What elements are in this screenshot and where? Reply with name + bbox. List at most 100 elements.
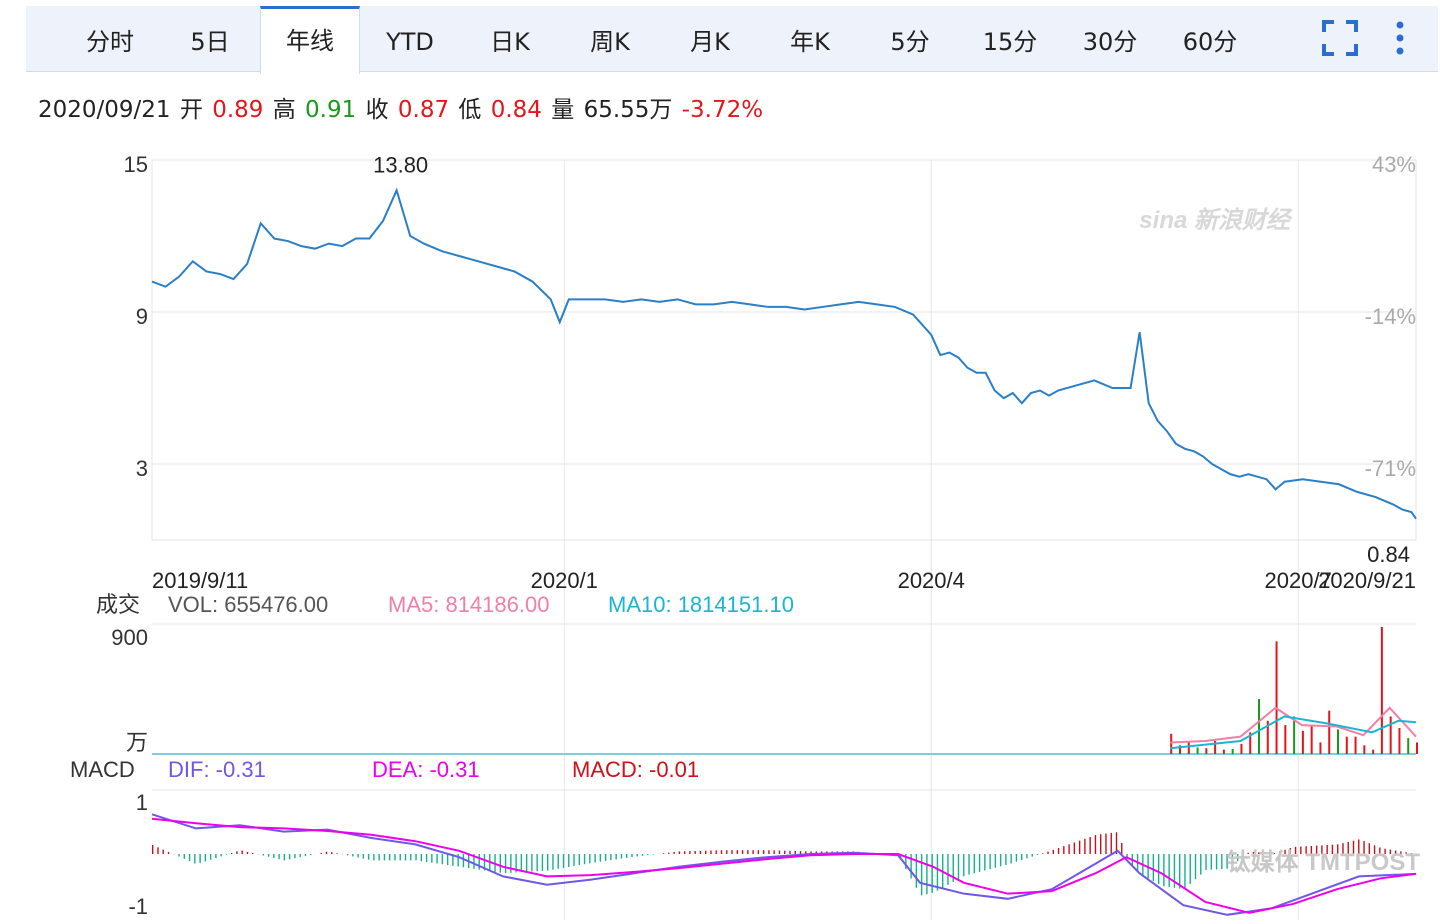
open-label: 开 <box>179 97 203 123</box>
macd-histogram-bar <box>1147 854 1149 879</box>
macd-histogram-bar <box>1047 851 1049 854</box>
price-y-tick-right: -14% <box>1365 304 1416 329</box>
macd-histogram-bar <box>441 854 444 865</box>
tab-5[interactable]: 周K <box>590 28 630 56</box>
macd-histogram-bar <box>1200 854 1202 875</box>
macd-histogram-bar <box>889 854 891 856</box>
macd-histogram-bar <box>1258 852 1260 854</box>
fullscreen-icon-glyph <box>1322 20 1358 56</box>
dif-line <box>151 813 1417 916</box>
macd-histogram-bar <box>1084 838 1086 854</box>
macd-y-tick: -1 <box>128 894 148 919</box>
macd-histogram-bar <box>1015 854 1018 862</box>
macd-histogram-bar <box>1194 854 1197 880</box>
volume-bar <box>1258 699 1260 754</box>
macd-histogram-bar <box>820 851 823 854</box>
macd-histogram-bar <box>920 854 923 896</box>
macd-histogram-bar <box>283 854 286 861</box>
tab-7[interactable]: 年K <box>790 28 830 56</box>
tab-4[interactable]: 日K <box>490 28 530 56</box>
macd-histogram-bar <box>668 852 670 854</box>
macd-histogram-bar <box>183 854 185 859</box>
volume-bar <box>1372 749 1375 754</box>
macd-histogram-bar <box>1252 851 1255 854</box>
tab-3[interactable]: YTD <box>386 28 434 56</box>
macd-histogram-bar <box>805 851 807 854</box>
macd-histogram-bar <box>225 854 228 855</box>
tab-6[interactable]: 月K <box>690 28 730 56</box>
tab-1[interactable]: 5日 <box>190 28 230 56</box>
min-price-label: 0.84 <box>1367 542 1410 567</box>
macd-histogram-bar <box>1231 854 1234 866</box>
macd-histogram-bar <box>299 854 301 858</box>
macd-histogram-bar <box>831 851 833 854</box>
macd-histogram-bar <box>789 850 791 854</box>
tab-10[interactable]: 30分 <box>1082 28 1138 56</box>
macd-histogram-bar <box>1294 846 1297 854</box>
tab-8[interactable]: 5分 <box>890 28 930 56</box>
macd-histogram-bar <box>799 851 802 854</box>
vol-value-label: VOL: 655476.00 <box>168 592 328 617</box>
macd-histogram-bar <box>541 854 544 871</box>
macd-histogram-bar <box>947 854 949 885</box>
volume-bar <box>1310 725 1313 754</box>
tab-11[interactable]: 60分 <box>1182 28 1238 56</box>
macd-histogram-bar <box>515 854 517 873</box>
price-y-tick: 15 <box>124 152 148 177</box>
ohlc-info-bar: 2020/09/21 开 0.89 高 0.91 收 0.87 低 0.84 量… <box>38 90 765 124</box>
macd-histogram-bar <box>978 854 981 872</box>
macd-value-label: MACD: -0.01 <box>572 757 699 782</box>
tab-2[interactable]: 年线 <box>260 6 360 74</box>
macd-histogram-bar <box>720 850 723 854</box>
macd-histogram-bar <box>1342 843 1344 854</box>
macd-histogram-bar <box>1405 852 1407 854</box>
macd-histogram-bar <box>336 853 338 854</box>
macd-histogram-bar <box>446 854 449 866</box>
macd-histogram-bar <box>773 850 775 854</box>
more-vertical-icon[interactable] <box>1394 20 1406 64</box>
macd-histogram-bar <box>778 850 781 854</box>
macd-histogram-bar <box>899 854 902 860</box>
macd-histogram-bar <box>304 854 307 857</box>
macd-histogram-bar <box>1031 854 1033 857</box>
macd-histogram-bar <box>610 854 612 861</box>
tab-9[interactable]: 15分 <box>982 28 1038 56</box>
macd-histogram-bar <box>1157 854 1160 885</box>
volume-bar <box>1293 716 1296 754</box>
macd-histogram-bar <box>762 850 765 854</box>
macd-histogram-bar <box>415 854 417 861</box>
volume-bar <box>1284 725 1287 754</box>
volume-bar <box>1266 720 1269 754</box>
macd-histogram-bar <box>209 854 212 860</box>
macd-histogram-bar <box>457 854 459 867</box>
macd-histogram-bar <box>310 854 312 856</box>
macd-histogram-bar <box>662 853 665 854</box>
macd-histogram-bar <box>589 854 591 864</box>
volume-bar <box>1214 741 1217 754</box>
macd-histogram-bar <box>1273 853 1276 854</box>
macd-histogram-bar <box>1205 854 1207 870</box>
macd-histogram-bar <box>362 854 365 859</box>
macd-histogram-bar <box>1384 848 1386 854</box>
macd-histogram-bar <box>1179 854 1181 889</box>
macd-histogram-bar <box>1305 846 1307 854</box>
tab-0[interactable]: 分时 <box>86 28 134 56</box>
macd-histogram-bar <box>531 854 533 872</box>
volume-bar <box>1407 738 1410 754</box>
macd-histogram-bar <box>1284 849 1286 854</box>
macd-histogram-bar <box>178 854 180 857</box>
price-y-tick-right: 43% <box>1372 152 1416 177</box>
price-y-tick: 9 <box>136 304 148 329</box>
macd-histogram-bar <box>1121 842 1123 854</box>
macd-histogram-bar <box>246 851 249 854</box>
price-x-tick: 2020/4 <box>898 568 965 593</box>
macd-histogram-bar <box>188 854 191 862</box>
macd-histogram-bar <box>462 854 465 868</box>
macd-histogram-bar <box>394 854 396 861</box>
macd-histogram-bar <box>757 850 760 854</box>
fullscreen-icon[interactable] <box>1322 20 1358 64</box>
macd-histogram-bar <box>520 854 523 873</box>
volume-bar <box>1380 626 1383 754</box>
macd-histogram-bar <box>1394 850 1397 854</box>
macd-histogram-bar <box>641 854 644 856</box>
